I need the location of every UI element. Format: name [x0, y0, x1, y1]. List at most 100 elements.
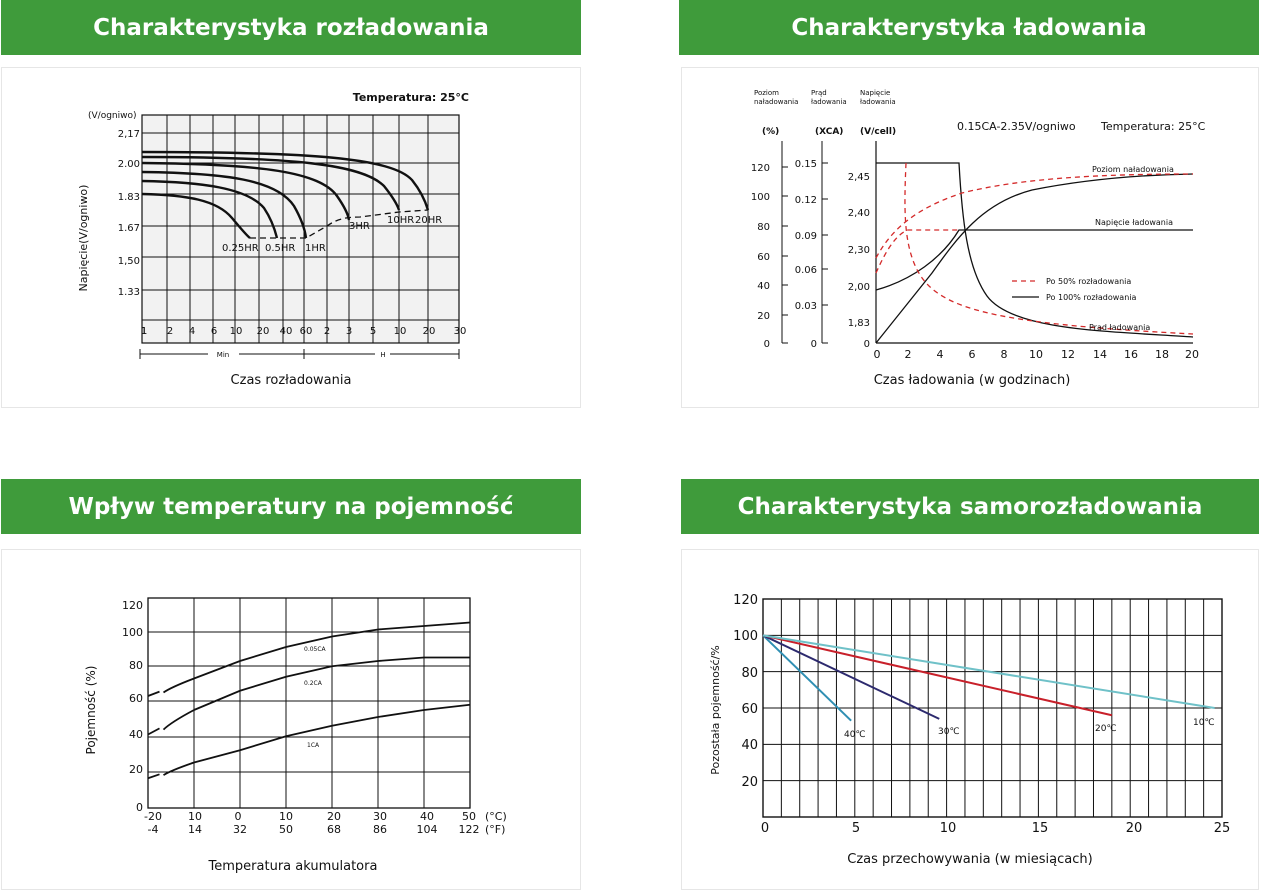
temperature-plot-area: [147, 597, 471, 809]
x-tick: 40: [280, 326, 293, 337]
x-tick-f: 104: [417, 823, 438, 836]
current-50-curve: [904, 162, 1194, 335]
temperature-y-ticks: 120 100 80 60 40 20 0: [122, 599, 143, 814]
x-tick: 6: [211, 326, 217, 337]
x-tick: 0: [874, 348, 881, 361]
temperature-unit-c: (°C): [485, 810, 507, 823]
y-tick: 2.00: [118, 159, 140, 170]
level-50-curve: [875, 173, 1194, 259]
curve-label: 1CA: [307, 742, 320, 749]
level-tick: 20: [757, 311, 770, 322]
selfdischarge-series-line: [762, 634, 1113, 717]
curve-label: 1HR: [305, 243, 326, 254]
discharge-min-label: Min: [217, 351, 229, 359]
level-tick: 100: [751, 192, 770, 203]
label-current: Prąd ładowania: [1089, 323, 1150, 332]
level-tick: 40: [757, 281, 770, 292]
y-tick: 120: [733, 593, 758, 608]
label-voltage: Napięcie ładowania: [1095, 218, 1173, 227]
charge-condition: 0.15CA-2.35V/ogniwo: [957, 120, 1076, 133]
unit-xca: (XCA): [815, 127, 843, 137]
discharge-x-axis: 1 2 4 6 10 20 40 60 2 3 5 10 20 30: [141, 326, 467, 337]
y-tick: 1,50: [118, 256, 140, 267]
y-tick: 40: [129, 728, 143, 741]
charge-axes: [875, 141, 1193, 344]
temperature-series: [147, 621, 471, 780]
voltage-tick: 2,45: [848, 172, 870, 183]
current-tick: 0.03: [795, 301, 817, 312]
label-level: Poziom naładowania: [1092, 165, 1174, 174]
charge-units: (%) (XCA) (V/cell): [762, 127, 896, 137]
curve-0.25hr: [141, 192, 251, 239]
x-tick: 20: [1185, 348, 1199, 361]
y-tick: 2,17: [118, 129, 140, 140]
voltage-tick: 1,83: [848, 318, 870, 329]
discharge-h-label: H: [380, 351, 385, 359]
x-tick: 25: [1214, 821, 1231, 836]
charge-title: Charakterystyka ładowania: [791, 14, 1147, 41]
selfdischarge-series-line: [762, 634, 940, 720]
selfdischarge-chart: 120 100 80 60 40 20 0 5 10 15 20 25 Pozo…: [709, 593, 1231, 867]
x-tick: 5: [852, 821, 860, 836]
temperature-curve-labels: 0.05CA 0.2CA 1CA: [304, 646, 327, 749]
selfdischarge-title-banner: Charakterystyka samorozładowania: [681, 479, 1259, 534]
legend-50-label: Po 50% rozładowania: [1046, 277, 1131, 286]
col-head-current-1: Prąd: [811, 89, 827, 97]
charge-level-ticks: 120 100 80 60 40 20 0: [751, 163, 770, 350]
curve-label: 10℃: [1193, 718, 1215, 728]
y-tick: 80: [741, 666, 758, 681]
discharge-title: Charakterystyka rozładowania: [93, 14, 489, 41]
voltage-tick: 0: [864, 339, 870, 350]
y-tick: 100: [733, 629, 758, 644]
discharge-time-bracket: [139, 349, 460, 359]
x-tick: 8: [1001, 348, 1008, 361]
charge-xlabel: Czas ładowania (w godzinach): [874, 373, 1071, 388]
charge-voltage-ticks: 2,45 2,40 2,30 2,00 1,83 0: [848, 172, 870, 350]
x-tick: 6: [969, 348, 976, 361]
discharge-chart-panel: Temperatura: 25°C (V/ogniwo) 2,17 2.00 1…: [1, 67, 581, 408]
curve-label: 0.2CA: [304, 680, 323, 687]
col-head-voltage-1: Napięcie: [860, 89, 890, 97]
x-tick: 20: [1126, 821, 1143, 836]
x-tick: 3: [346, 326, 352, 337]
charge-axis-level: [781, 141, 788, 344]
x-tick-f: -4: [148, 823, 159, 836]
selfdischarge-series: [762, 634, 1215, 722]
current-tick: 0.06: [795, 265, 817, 276]
y-tick: 80: [129, 659, 143, 672]
y-tick: 1.83: [118, 192, 140, 203]
legend-100-label: Po 100% rozładowania: [1046, 293, 1136, 302]
temperature-ylabel: Pojemność (%): [84, 666, 98, 755]
x-tick: 10: [940, 821, 957, 836]
y-tick: 120: [122, 599, 143, 612]
temperature-grid: [148, 598, 470, 808]
temperature-series-stub: [147, 727, 160, 736]
voltage-tick: 2,00: [848, 282, 870, 293]
x-tick-f: 122: [459, 823, 480, 836]
curve-label: 3HR: [349, 221, 370, 232]
x-tick: 16: [1124, 348, 1138, 361]
temperature-chart: 120 100 80 60 40 20 0 -20 10 0 10 20 30 …: [84, 597, 507, 874]
y-tick: 40: [741, 738, 758, 753]
x-tick-c: 0: [235, 810, 242, 823]
temperature-x-ticks-f: -4 14 32 50 68 86 104 122: [148, 823, 480, 836]
discharge-y-ticks: 2,17 2.00 1.83 1.67 1,50 1.33: [118, 129, 140, 298]
x-tick-c: 20: [327, 810, 341, 823]
discharge-x-tick-labels: 1: [141, 326, 147, 337]
x-tick: 4: [189, 326, 195, 337]
curve-label: 30℃: [938, 727, 960, 737]
x-tick-c: 30: [373, 810, 387, 823]
charge-chart-panel: Poziom naładowania Prąd ładowania Napięc…: [681, 67, 1259, 408]
current-100-curve: [876, 162, 1194, 338]
charge-axis-current: [821, 141, 828, 344]
voltage-tick: 2,40: [848, 208, 870, 219]
temperature-series-02ca: [162, 656, 470, 731]
selfdischarge-curve-labels: 40℃ 30℃ 20℃ 10℃: [844, 718, 1215, 740]
level-100-curve: [875, 173, 1194, 344]
curve-label: 0.25HR: [222, 243, 259, 254]
current-tick: 0: [811, 339, 817, 350]
temperature-series-005ca: [162, 621, 471, 694]
col-head-current-2: ładowania: [811, 98, 847, 106]
voltage-50-curve: [875, 229, 959, 274]
x-tick: 5: [370, 326, 376, 337]
